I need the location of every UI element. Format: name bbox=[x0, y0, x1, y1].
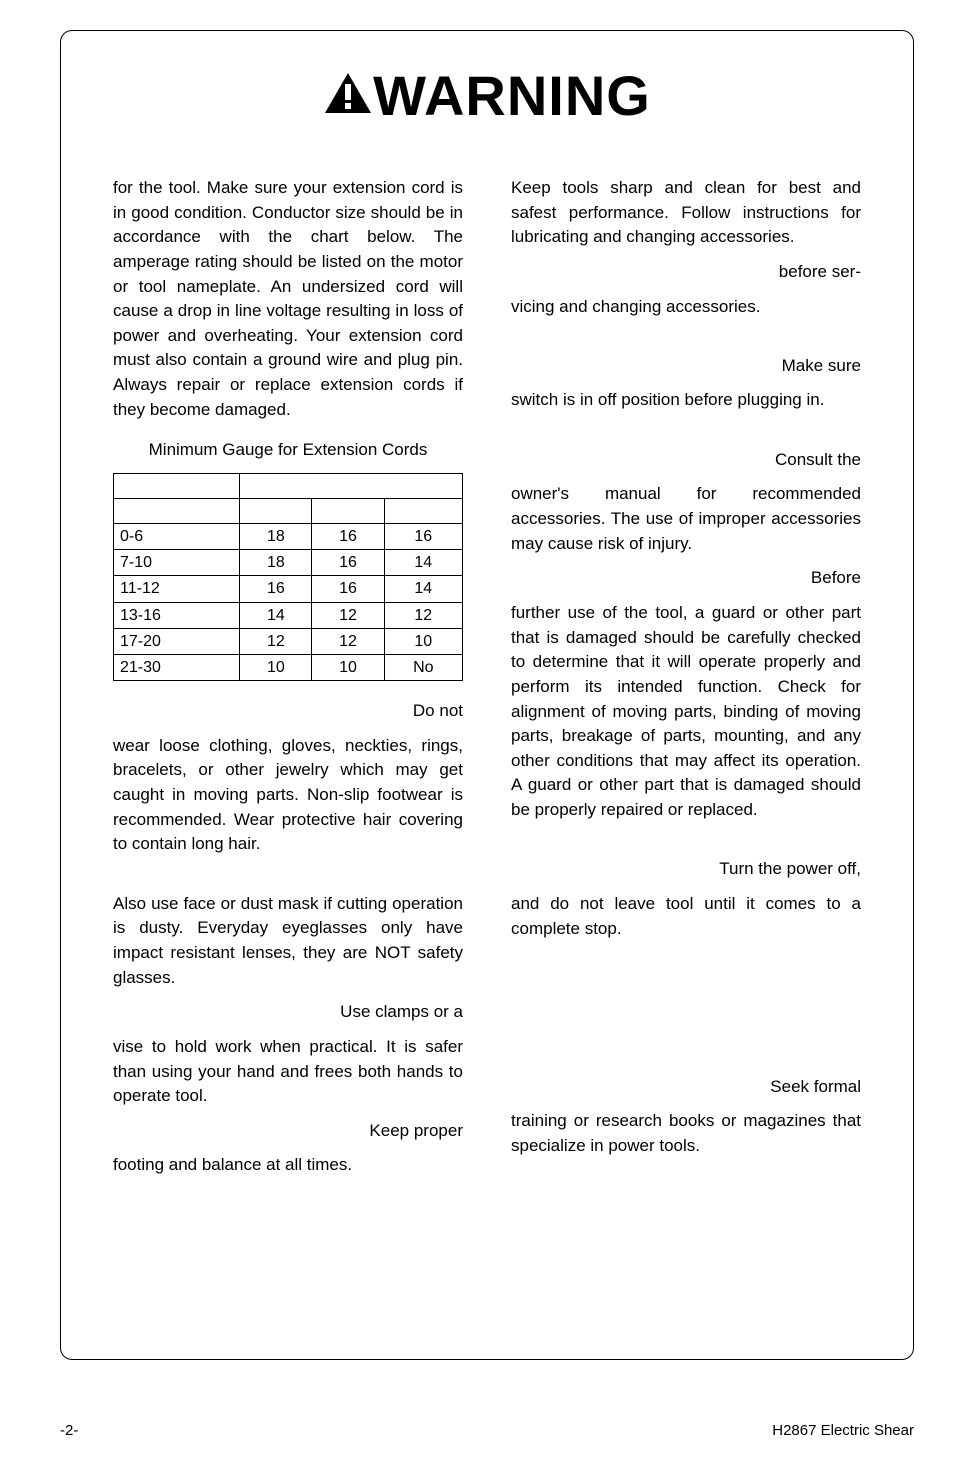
paragraph: and do not leave tool until it comes to … bbox=[511, 892, 861, 941]
page-footer: -2- H2867 Electric Shear bbox=[60, 1422, 914, 1439]
trail-text: Consult the bbox=[511, 448, 861, 473]
table-cell: 7-10 bbox=[114, 550, 240, 576]
trail-text: Keep proper bbox=[113, 1119, 463, 1144]
trail-text: Seek formal bbox=[511, 1075, 861, 1100]
table-cell: 16 bbox=[240, 576, 312, 602]
trail-text: Do not bbox=[113, 699, 463, 724]
table-cell: 12 bbox=[312, 628, 384, 654]
table-row: 13-16 14 12 12 bbox=[114, 602, 463, 628]
table-cell: 10 bbox=[384, 628, 462, 654]
table-cell bbox=[384, 499, 462, 524]
paragraph: footing and balance at all times. bbox=[113, 1153, 463, 1178]
table-cell: 16 bbox=[312, 550, 384, 576]
paragraph: vicing and changing accessories. bbox=[511, 295, 861, 320]
page-number: -2- bbox=[60, 1422, 78, 1439]
content-columns: for the tool. Make sure your extension c… bbox=[113, 176, 861, 1188]
paragraph: wear loose clothing, gloves, neckties, r… bbox=[113, 734, 463, 857]
trail-text: Turn the power off, bbox=[511, 857, 861, 882]
paragraph: training or research books or magazines … bbox=[511, 1109, 861, 1158]
table-caption: Minimum Gauge for Extension Cords bbox=[113, 438, 463, 463]
table-cell: 11-12 bbox=[114, 576, 240, 602]
table-row: 11-12 16 16 14 bbox=[114, 576, 463, 602]
paragraph: vise to hold work when practical. It is … bbox=[113, 1035, 463, 1109]
trail-text: Before bbox=[511, 566, 861, 591]
warning-triangle-icon bbox=[323, 71, 373, 120]
right-column: Keep tools sharp and clean for best and … bbox=[511, 176, 861, 1188]
paragraph: for the tool. Make sure your extension c… bbox=[113, 176, 463, 422]
table-cell: 0-6 bbox=[114, 524, 240, 550]
paragraph: further use of the tool, a guard or othe… bbox=[511, 601, 861, 823]
trail-text: before ser- bbox=[511, 260, 861, 285]
table-cell: 12 bbox=[312, 602, 384, 628]
table-cell bbox=[114, 474, 240, 499]
paragraph: Also use face or dust mask if cutting op… bbox=[113, 892, 463, 991]
table-cell: 14 bbox=[240, 602, 312, 628]
document-title: H2867 Electric Shear bbox=[772, 1422, 914, 1439]
table-cell: 17-20 bbox=[114, 628, 240, 654]
table-cell: 14 bbox=[384, 550, 462, 576]
table-header-row bbox=[114, 474, 463, 499]
table-cell: 18 bbox=[240, 550, 312, 576]
table-cell bbox=[240, 499, 312, 524]
table-cell: 16 bbox=[312, 576, 384, 602]
trail-text: Use clamps or a bbox=[113, 1000, 463, 1025]
table-cell: 21-30 bbox=[114, 654, 240, 680]
table-cell: 18 bbox=[240, 524, 312, 550]
table-cell: 14 bbox=[384, 576, 462, 602]
table-row: 17-20 12 12 10 bbox=[114, 628, 463, 654]
warning-title: WARNING bbox=[373, 63, 651, 128]
gauge-table: 0-6 18 16 16 7-10 18 16 14 11-12 16 16 1… bbox=[113, 473, 463, 681]
table-cell: 10 bbox=[312, 654, 384, 680]
left-column: for the tool. Make sure your extension c… bbox=[113, 176, 463, 1188]
table-row: 21-30 10 10 No bbox=[114, 654, 463, 680]
table-cell: 10 bbox=[240, 654, 312, 680]
table-row: 0-6 18 16 16 bbox=[114, 524, 463, 550]
table-cell bbox=[114, 499, 240, 524]
table-cell: 16 bbox=[384, 524, 462, 550]
table-cell: No bbox=[384, 654, 462, 680]
paragraph: owner's manual for recommended accessori… bbox=[511, 482, 861, 556]
table-cell: 13-16 bbox=[114, 602, 240, 628]
table-cell: 12 bbox=[384, 602, 462, 628]
table-cell bbox=[240, 474, 463, 499]
table-header-row bbox=[114, 499, 463, 524]
table-cell: 12 bbox=[240, 628, 312, 654]
trail-text: Make sure bbox=[511, 354, 861, 379]
paragraph: Keep tools sharp and clean for best and … bbox=[511, 176, 861, 250]
table-cell: 16 bbox=[312, 524, 384, 550]
page-border: WARNING for the tool. Make sure your ext… bbox=[60, 30, 914, 1360]
table-cell bbox=[312, 499, 384, 524]
warning-header: WARNING bbox=[113, 63, 861, 128]
paragraph: switch is in off position before pluggin… bbox=[511, 388, 861, 413]
table-row: 7-10 18 16 14 bbox=[114, 550, 463, 576]
